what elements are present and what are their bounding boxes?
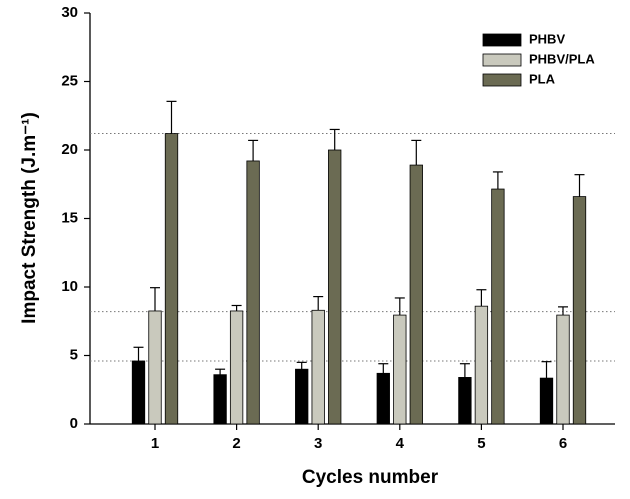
bar <box>311 309 325 425</box>
legend-label: PHBV <box>529 31 565 46</box>
bar <box>131 360 146 425</box>
bar <box>246 160 260 425</box>
y-axis-label: Impact Strength (J.m⁻¹) <box>19 112 40 324</box>
bar <box>409 164 423 425</box>
bar <box>491 188 505 425</box>
y-tick-label: 20 <box>61 141 78 158</box>
bar <box>572 196 587 425</box>
bar <box>295 368 309 425</box>
y-tick-label: 10 <box>61 278 78 295</box>
legend-swatch <box>482 73 522 87</box>
y-tick-label: 0 <box>70 415 78 432</box>
x-tick-label: 1 <box>151 435 159 452</box>
bar <box>328 149 342 425</box>
x-tick-label: 4 <box>396 435 405 452</box>
legend-label: PHBV/PLA <box>529 51 595 66</box>
bar <box>229 310 244 425</box>
x-tick-label: 2 <box>232 435 240 452</box>
bar <box>458 377 472 425</box>
bar <box>539 377 554 425</box>
x-axis-label: Cycles number <box>302 467 439 488</box>
y-tick-label: 15 <box>61 209 78 226</box>
bar <box>393 314 407 425</box>
bar <box>148 310 162 425</box>
bar <box>376 372 390 425</box>
bar <box>164 133 179 425</box>
x-tick-label: 5 <box>477 435 485 452</box>
y-tick-label: 25 <box>61 72 78 89</box>
bar <box>474 305 489 425</box>
bar <box>213 374 227 425</box>
y-tick-label: 30 <box>61 4 78 21</box>
x-tick-label: 3 <box>314 435 322 452</box>
legend-swatch <box>482 33 522 47</box>
legend-label: PLA <box>529 71 556 86</box>
bar <box>556 314 570 425</box>
y-tick-label: 5 <box>70 346 78 363</box>
legend-swatch <box>482 53 522 67</box>
x-tick-label: 6 <box>559 435 567 452</box>
